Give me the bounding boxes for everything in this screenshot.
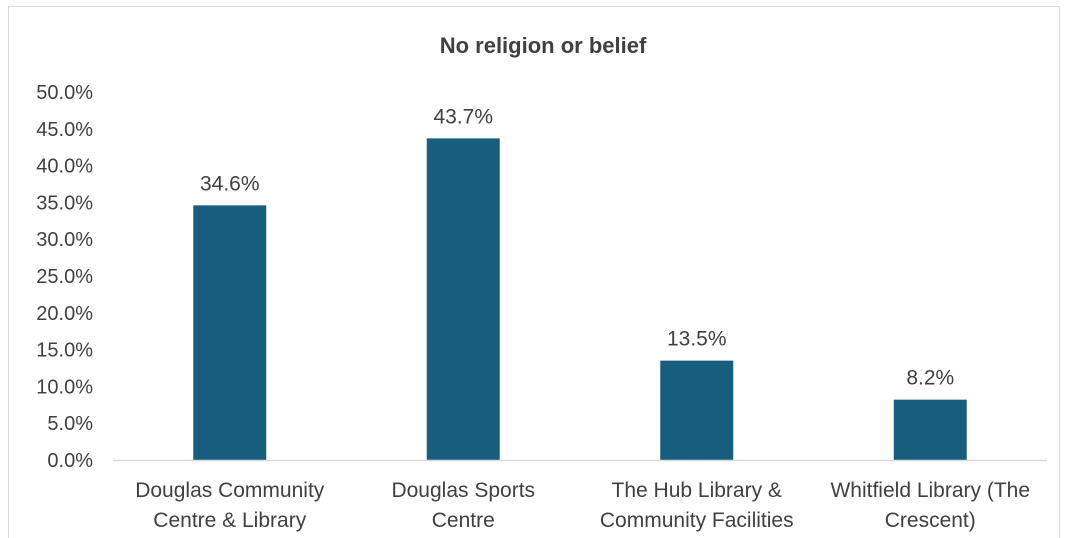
bar [426, 138, 500, 461]
y-axis: 0.0% 5.0% 10.0% 15.0% 20.0% 25.0% 30.0% 35.0% 40… [36, 82, 93, 472]
data-label: 43.7% [433, 105, 493, 128]
bar [193, 205, 267, 460]
bar [660, 360, 734, 460]
x-tick-label: The Hub Library & Community Facilities [600, 479, 794, 532]
y-tick-label: 5.0% [47, 413, 93, 435]
chart-frame [8, 6, 1060, 538]
bars [193, 138, 967, 461]
x-tick-label: Whitfield Library (The Crescent) [830, 479, 1030, 532]
y-tick-label: 0.0% [47, 450, 93, 472]
data-label: 34.6% [200, 172, 260, 195]
y-tick-label: 25.0% [36, 266, 93, 288]
y-tick-label: 35.0% [36, 192, 93, 214]
x-axis: Douglas Community Centre & Library Douglas… [113, 459, 1047, 532]
y-tick-label: 15.0% [36, 340, 93, 362]
x-tick-label: Douglas Community Centre & Library [135, 479, 325, 532]
y-tick-label: 50.0% [36, 82, 93, 104]
data-label: 13.5% [667, 328, 727, 351]
data-label: 8.2% [906, 367, 954, 390]
chart-title: No religion or belief [440, 33, 647, 58]
bar [893, 399, 967, 460]
y-tick-label: 20.0% [36, 303, 93, 325]
y-tick-label: 45.0% [36, 119, 93, 141]
y-tick-label: 10.0% [36, 376, 93, 398]
data-labels: 34.6% 43.7% 13.5% 8.2% [200, 105, 954, 389]
x-tick-label: Douglas Sports Centre [391, 479, 535, 532]
y-tick-label: 40.0% [36, 156, 93, 178]
y-tick-label: 30.0% [36, 229, 93, 251]
